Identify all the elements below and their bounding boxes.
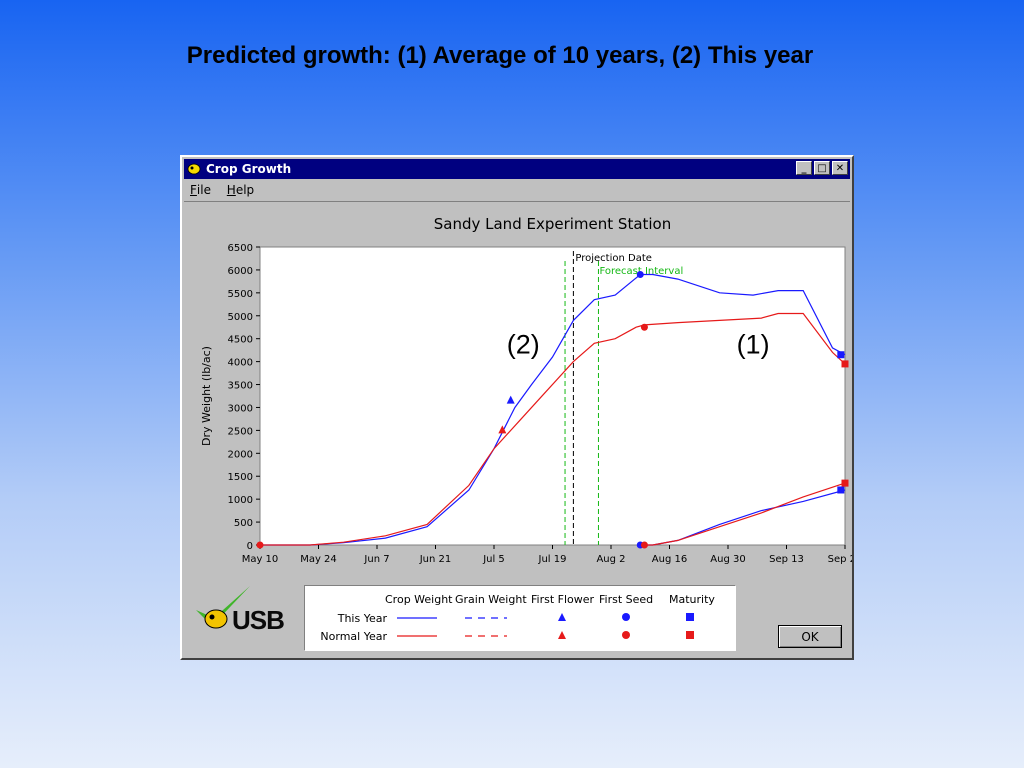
y-tick-label: 3500	[228, 381, 253, 392]
slide-title: Predicted growth: (1) Average of 10 year…	[186, 42, 814, 69]
app-icon	[187, 163, 201, 175]
close-button[interactable]: ✕	[832, 161, 848, 175]
y-axis-label: Dry Weight (lb/ac)	[200, 346, 213, 446]
y-tick-label: 3000	[228, 403, 253, 414]
x-tick-label: May 10	[242, 554, 279, 565]
marker-normal-year-maturity	[841, 360, 849, 368]
legend-row-normal-year: Normal Year	[320, 630, 387, 643]
legend-row-this-year: This Year	[337, 612, 387, 625]
legend-col-first-flower: First Flower	[531, 593, 595, 606]
ok-button[interactable]: OK	[778, 625, 842, 648]
marker-normal-year-first-seed-grain-	[640, 541, 648, 549]
minimize-button[interactable]: _	[796, 161, 812, 175]
y-tick-label: 6500	[228, 243, 253, 254]
y-tick-label: 6000	[228, 266, 253, 277]
marker-this-year-maturity-grain-	[837, 486, 845, 494]
marker-normal-year-first-seed	[640, 323, 648, 331]
x-tick-label: May 24	[300, 554, 337, 565]
crop-growth-chart: Sandy Land Experiment Station 0 500 1000 150…	[200, 215, 852, 565]
chart-title: Sandy Land Experiment Station	[434, 215, 672, 233]
crop-growth-window: Crop Growth _ □ ✕ File Help Sandy Land Exp…	[180, 155, 854, 660]
legend-this-year-seed-icon	[622, 613, 630, 621]
x-tick-label: Jun 7	[363, 554, 389, 565]
maximize-button[interactable]: □	[814, 161, 830, 175]
legend-this-year-flower-icon	[558, 613, 566, 621]
x-tick-label: Jul 19	[538, 554, 567, 565]
menu-bar: File Help	[184, 181, 850, 199]
y-tick-label: 500	[234, 518, 253, 529]
x-tick-label: Aug 16	[652, 554, 687, 565]
legend-col-grain-weight: Grain Weight	[455, 593, 527, 606]
marker-this-year-first-flower	[506, 395, 515, 404]
y-tick-label: 2000	[228, 449, 253, 460]
menu-help[interactable]: Help	[226, 183, 255, 197]
y-tick-label: 5500	[228, 289, 253, 300]
series-line-normal-year-crop-weight	[260, 312, 846, 546]
legend-normal-year-maturity-icon	[686, 631, 694, 639]
marker-normal-year-first-flower	[498, 425, 507, 434]
series-line-this-year-crop-weight	[260, 273, 846, 546]
marker-this-year-maturity	[837, 351, 845, 359]
x-tick-label: Jul 5	[482, 554, 505, 565]
client-area: Sandy Land Experiment Station 0 500 1000 150…	[184, 201, 852, 656]
legend-normal-year-seed-icon	[622, 631, 630, 639]
x-tick-label: Sep 27	[828, 554, 852, 565]
y-tick-label: 4000	[228, 358, 253, 369]
x-tick-label: Aug 30	[710, 554, 745, 565]
window-title: Crop Growth	[206, 162, 292, 176]
series-line-normal-year-grain-weight	[644, 482, 846, 546]
marker-normal-year-maturity-grain-	[841, 479, 849, 487]
annotation-label-0: (2)	[507, 329, 540, 359]
usb-logo-graphic: USB	[196, 586, 285, 635]
y-tick-label: 4500	[228, 335, 253, 346]
projection-date-label: Projection Date	[575, 253, 652, 264]
y-tick-label: 2500	[228, 426, 253, 437]
legend-col-crop-weight: Crop Weight	[385, 593, 453, 606]
x-tick-label: Sep 13	[769, 554, 804, 565]
marker-normal-year-crop-weight-start	[256, 541, 264, 549]
legend-col-maturity: Maturity	[669, 593, 715, 606]
annotation-label-1: (1)	[737, 329, 770, 359]
legend-this-year-maturity-icon	[686, 613, 694, 621]
menu-file[interactable]: File	[190, 183, 211, 197]
x-tick-label: Aug 2	[596, 554, 625, 565]
y-tick-label: 1000	[228, 495, 253, 506]
legend-swatches	[397, 613, 694, 639]
y-tick-label: 5000	[228, 312, 253, 323]
marker-this-year-first-seed	[636, 271, 644, 279]
y-tick-label: 1500	[228, 472, 253, 483]
plot-area	[259, 246, 846, 546]
legend-col-first-seed: First Seed	[599, 593, 654, 606]
y-tick-label: 0	[247, 541, 253, 552]
legend-normal-year-flower-icon	[558, 631, 566, 639]
x-tick-label: Jun 21	[419, 554, 452, 565]
svg-text:USB: USB	[232, 605, 284, 635]
window-controls: _ □ ✕	[794, 161, 848, 177]
chart-legend: Crop Weight Grain Weight First Flower Fi…	[304, 585, 736, 651]
title-bar[interactable]: Crop Growth _ □ ✕	[184, 159, 850, 179]
usb-logo: USB	[188, 582, 306, 652]
